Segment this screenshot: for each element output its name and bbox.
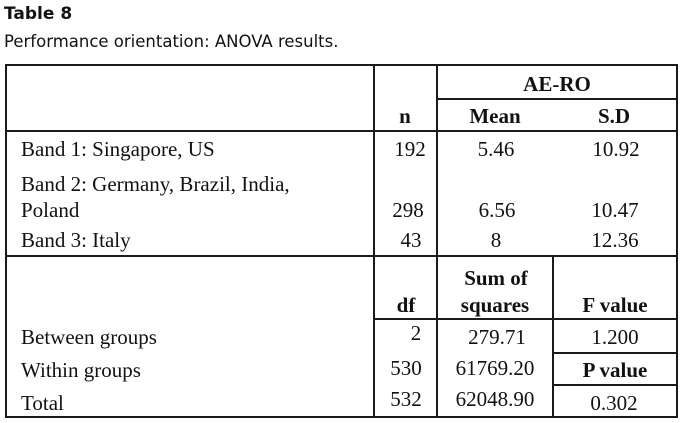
anova-sum-of-squares: 62048.90: [455, 387, 535, 411]
anova-row-label: Total: [21, 391, 64, 415]
rule-f-value: [553, 352, 678, 354]
col-divider-label: [373, 64, 375, 418]
border-right: [676, 64, 678, 418]
rule-anova-header: [374, 318, 678, 320]
band-label: Band 1: Singapore, US: [21, 137, 215, 161]
band-sd: 12.36: [591, 228, 639, 252]
anova-row-label: Between groups: [21, 325, 157, 349]
rule-p-value: [553, 384, 678, 386]
border-bottom: [5, 416, 678, 418]
anova-df: 532: [390, 387, 422, 411]
header-sum-of-squares: Sum of: [464, 266, 528, 290]
table-label: Table 8: [4, 4, 73, 24]
header-sd: S.D: [597, 104, 631, 128]
border-top: [5, 64, 678, 66]
anova-sum-of-squares: 279.71: [468, 325, 526, 349]
col-divider-n: [436, 64, 438, 418]
anova-sum-of-squares: 61769.20: [455, 356, 535, 380]
band-label: Band 2: Germany, Brazil, India,: [21, 172, 290, 196]
rule-section: [5, 255, 678, 257]
band-n: 298: [392, 198, 424, 222]
header-n: n: [399, 104, 411, 128]
header-f-value: F value: [582, 293, 648, 317]
table-title: Performance orientation: ANOVA results.: [4, 32, 339, 51]
col-divider-stat: [552, 257, 554, 418]
header-df: df: [396, 293, 416, 317]
header-mean: Mean: [469, 104, 521, 128]
anova-df: 530: [390, 356, 422, 380]
group-header: AE-RO: [523, 72, 591, 96]
rule-group-header: [437, 98, 677, 100]
band-mean: 8: [490, 228, 502, 252]
border-left: [5, 64, 7, 418]
band-n: 43: [400, 228, 422, 252]
anova-row-label: Within groups: [21, 358, 141, 382]
band-n: 192: [394, 137, 426, 161]
rule-header-bottom: [5, 130, 678, 132]
anova-df: 2: [410, 321, 422, 345]
header-p-value: P value: [582, 358, 648, 382]
band-sd: 10.47: [591, 198, 639, 222]
band-label-continued: Poland: [21, 198, 80, 222]
band-label: Band 3: Italy: [21, 228, 131, 252]
f-value: 1.200: [591, 325, 639, 349]
band-sd: 10.92: [592, 137, 640, 161]
band-mean: 5.46: [477, 137, 515, 161]
header-sum-of-squares-continued: squares: [460, 293, 530, 317]
band-mean: 6.56: [478, 198, 516, 222]
p-value: 0.302: [590, 391, 638, 415]
